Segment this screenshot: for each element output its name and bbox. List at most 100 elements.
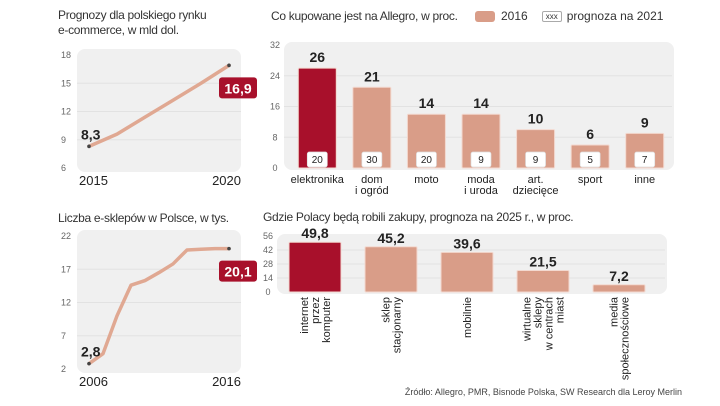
line1-ytick: 6 [61,163,66,173]
bar4-ytick: 42 [263,245,273,255]
line2-panel [77,230,241,373]
bar4-bar [364,246,418,293]
bar4-category-label: internet [299,297,311,334]
bar3-forecast-label: 20 [421,155,433,166]
line2-ytick: 12 [61,298,71,308]
bar3-category-label: dom [361,174,382,186]
bar3-bar [352,86,392,169]
line2-series [87,246,231,366]
bar3-forecast-label: 7 [642,155,648,166]
bar4-value-label: 49,8 [301,225,328,241]
line2-point [227,246,231,251]
bar4-bar [288,241,342,293]
line1-xlabel-end: 2020 [212,173,241,188]
bar3-forecast-label: 20 [312,155,324,166]
bar3-category-label: dziecięce [513,185,559,197]
bar4-ytick: 14 [263,273,273,283]
bar4-bar [592,284,646,293]
bar3-category-label: inne [634,174,655,186]
bar3-forecast-box [525,151,546,168]
line1-start-value: 8,3 [81,126,101,142]
bar4-category-label: media [609,296,621,327]
bar4-ytick: 0 [265,287,270,297]
line2-xlabel-start: 2006 [79,374,108,389]
bar3-ytick: 0 [272,163,277,173]
bar4-category-label: mobilnie [462,297,474,338]
line2-ytick: 2 [61,364,66,374]
chart1-title-line2: e-commerce, w mld dol. [58,23,179,37]
bar4-bar [516,270,570,293]
bar3-ytick: 16 [270,102,280,112]
bar3-forecast-box [634,151,656,168]
bar4-category-label: komputer [321,297,333,343]
line2-point [87,361,91,366]
chart1-title-line1: Prognozy dla polskiego rynku [58,8,207,22]
legend-swatch-forecast: xxx [541,10,562,22]
line2-end-badge [219,260,257,282]
line1-series [87,63,231,149]
bar4-category-label: społecznościowe [620,297,632,380]
line1-point [87,144,91,149]
line1-ytick: 9 [61,135,66,145]
chart4-title: Gdzie Polacy będą robili zakupy, prognoz… [263,210,574,224]
line1-ytick: 12 [61,107,71,117]
line1-end-badge [219,77,257,99]
line2-ytick: 22 [61,231,71,241]
bar3-forecast-box [579,151,601,168]
bar3-forecast-label: 9 [478,155,484,166]
bar3-value-label: 21 [364,68,380,84]
bar3-category-label: moda [467,174,495,186]
bar4-category-label: wirtualne [522,297,534,342]
line2-start-value: 2,8 [81,344,101,360]
bar3-forecast-box [416,151,437,168]
bar4-value-label: 45,2 [377,230,404,246]
bar4-ytick: 56 [263,231,273,241]
line2-xlabel-end: 2016 [212,374,241,389]
bar4-category-label: przez [310,297,322,324]
bar3-forecast-label: 9 [533,155,539,166]
bar3-category-label: elektronika [291,174,345,186]
bar3-value-label: 6 [586,126,594,142]
bar3-category-label: i ogród [355,185,389,197]
bar4-value-label: 7,2 [609,268,629,284]
bar4-category-label: sklepy [533,297,545,329]
line1-end-value: 16,9 [224,80,251,96]
bar3-value-label: 9 [641,114,649,130]
line1-point [227,63,231,68]
bar4-bar [440,251,494,293]
chart2-title: Liczba e-sklepów w Polsce, w tys. [58,211,229,225]
line1-ytick: 18 [61,50,71,60]
legend: 2016 xxx prognoza na 2021 [475,9,663,23]
legend-swatch-2016 [475,10,495,22]
legend-label-2016: 2016 [501,9,528,23]
line1-xlabel-start: 2015 [79,173,108,188]
line2-ytick: 7 [61,331,66,341]
line2-end-value: 20,1 [224,264,251,280]
bar3-category-label: i uroda [464,185,499,197]
bar3-forecast-label: 30 [366,155,378,166]
legend-label-forecast: prognoza na 2021 [566,9,664,23]
bar3-forecast-box [470,151,492,168]
bar4-category-label: sklep [381,297,393,323]
bar3-category-label: moto [414,174,438,186]
line2-ytick: 17 [61,264,71,274]
bar3-forecast-box [306,151,328,168]
bar3-ytick: 8 [272,132,277,142]
bar4-value-label: 21,5 [529,254,556,270]
bar3-ytick: 24 [270,71,280,81]
bar3-bar [297,67,337,169]
source-note: Źródło: Allegro, PMR, Bisnode Polska, SW… [404,387,682,397]
bar4-category-label: miast [555,297,567,323]
bar4-value-label: 39,6 [453,235,480,251]
bar4-category-label: stacjonarny [392,297,404,354]
bar3-value-label: 10 [528,111,544,127]
chart1-title: Prognozy dla polskiego rynku e-commerce,… [58,8,207,38]
chart3-title: Co kupowane jest na Allegro, w proc. [271,9,458,23]
bar3-value-label: 14 [473,95,489,111]
bar3-category-label: sport [578,174,602,186]
line1-ytick: 15 [61,78,71,88]
bar4-category-label: w centrach [544,297,556,351]
bar3-forecast-label: 5 [587,155,593,166]
bar4-ytick: 28 [263,259,273,269]
